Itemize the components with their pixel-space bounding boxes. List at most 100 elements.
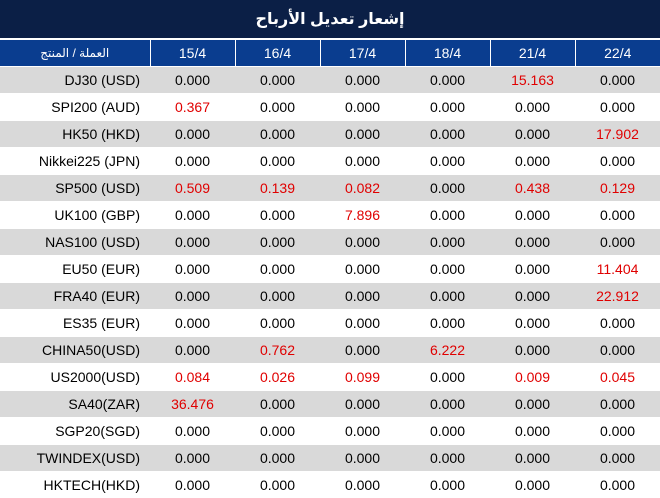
dividend-value: 0.000 [235, 148, 320, 175]
dividend-table: العملة / المنتج 15/4 16/4 17/4 18/4 21/4… [0, 40, 660, 498]
header-row: العملة / المنتج 15/4 16/4 17/4 18/4 21/4… [0, 40, 660, 67]
dividend-value: 0.000 [235, 67, 320, 94]
dividend-value: 0.000 [320, 283, 405, 310]
product-name: EU50 (EUR) [0, 256, 150, 283]
dividend-value: 0.000 [150, 148, 235, 175]
dividend-value: 0.000 [235, 391, 320, 418]
dividend-value: 0.000 [405, 445, 490, 472]
dividend-value: 0.000 [235, 202, 320, 229]
product-name: SPI200 (AUD) [0, 94, 150, 121]
dividend-value: 0.000 [405, 67, 490, 94]
dividend-value: 0.000 [320, 229, 405, 256]
dividend-value: 0.026 [235, 364, 320, 391]
dividend-value: 0.000 [235, 283, 320, 310]
header-date: 17/4 [320, 40, 405, 67]
dividend-value: 0.099 [320, 364, 405, 391]
dividend-value: 0.000 [575, 418, 660, 445]
dividend-value: 0.000 [235, 256, 320, 283]
dividend-value: 0.000 [320, 337, 405, 364]
dividend-value: 0.000 [490, 391, 575, 418]
dividend-value: 0.000 [320, 391, 405, 418]
header-product: العملة / المنتج [0, 40, 150, 67]
table-title: إشعار تعديل الأرباح [0, 0, 660, 40]
dividend-value: 17.902 [575, 121, 660, 148]
dividend-value: 0.000 [150, 67, 235, 94]
dividend-value: 0.000 [235, 121, 320, 148]
dividend-value: 0.000 [235, 445, 320, 472]
dividend-value: 0.000 [575, 148, 660, 175]
product-name: US2000(USD) [0, 364, 150, 391]
dividend-value: 0.000 [490, 94, 575, 121]
dividend-value: 0.000 [490, 148, 575, 175]
dividend-value: 0.139 [235, 175, 320, 202]
dividend-value: 0.000 [320, 310, 405, 337]
dividend-value: 0.000 [235, 229, 320, 256]
dividend-value: 0.000 [405, 94, 490, 121]
dividend-value: 0.000 [405, 175, 490, 202]
table-header: العملة / المنتج 15/4 16/4 17/4 18/4 21/4… [0, 40, 660, 67]
dividend-value: 0.000 [150, 418, 235, 445]
dividend-value: 15.163 [490, 67, 575, 94]
dividend-value: 0.000 [490, 121, 575, 148]
dividend-value: 0.000 [490, 310, 575, 337]
header-date: 16/4 [235, 40, 320, 67]
dividend-value: 0.000 [575, 229, 660, 256]
dividend-value: 0.000 [490, 229, 575, 256]
product-name: HK50 (HKD) [0, 121, 150, 148]
dividend-value: 0.000 [320, 256, 405, 283]
product-name: FRA40 (EUR) [0, 283, 150, 310]
product-name: HKTECH(HKD) [0, 472, 150, 498]
dividend-value: 0.000 [575, 472, 660, 498]
dividend-value: 0.000 [150, 256, 235, 283]
header-date: 22/4 [575, 40, 660, 67]
dividend-value: 0.082 [320, 175, 405, 202]
dividend-value: 0.129 [575, 175, 660, 202]
dividend-value: 0.000 [575, 67, 660, 94]
header-date: 15/4 [150, 40, 235, 67]
header-date: 18/4 [405, 40, 490, 67]
product-name: ES35 (EUR) [0, 310, 150, 337]
dividend-value: 0.000 [320, 121, 405, 148]
dividend-value: 0.000 [405, 310, 490, 337]
dividend-value: 0.000 [490, 418, 575, 445]
dividend-value: 0.000 [320, 148, 405, 175]
dividend-value: 0.000 [320, 418, 405, 445]
dividend-value: 0.000 [235, 418, 320, 445]
dividend-value: 36.476 [150, 391, 235, 418]
dividend-value: 0.438 [490, 175, 575, 202]
dividend-value: 0.000 [150, 445, 235, 472]
dividend-value: 0.000 [150, 472, 235, 498]
dividend-value: 0.000 [405, 418, 490, 445]
dividend-value: 0.000 [150, 310, 235, 337]
dividend-value: 0.084 [150, 364, 235, 391]
product-name: Nikkei225 (JPN) [0, 148, 150, 175]
product-name: SGP20(SGD) [0, 418, 150, 445]
dividend-value: 0.000 [490, 472, 575, 498]
dividend-value: 0.000 [490, 202, 575, 229]
product-name: NAS100 (USD) [0, 229, 150, 256]
dividend-value: 0.000 [575, 202, 660, 229]
dividend-value: 0.000 [405, 364, 490, 391]
dividend-value: 0.000 [405, 256, 490, 283]
dividend-value: 6.222 [405, 337, 490, 364]
dividend-value: 0.000 [235, 310, 320, 337]
dividend-value: 0.000 [150, 337, 235, 364]
dividend-value: 0.000 [150, 283, 235, 310]
